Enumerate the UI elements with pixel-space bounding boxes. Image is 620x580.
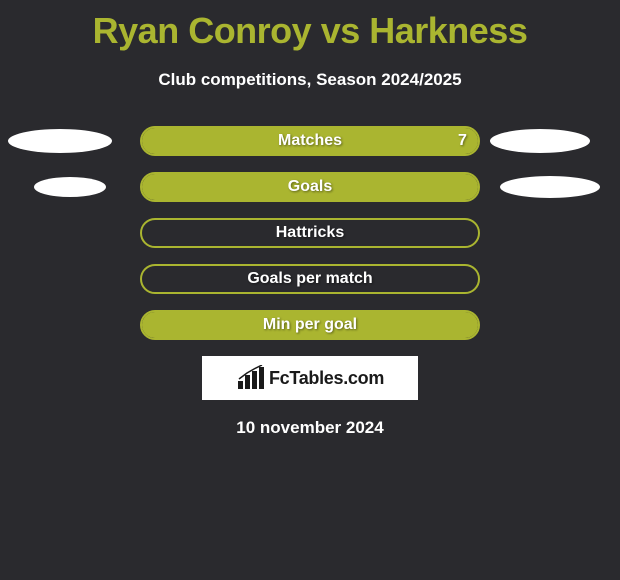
logo-box: FcTables.com xyxy=(202,356,418,400)
page-title: Ryan Conroy vs Harkness xyxy=(0,10,620,52)
bar-track xyxy=(140,264,480,294)
bar-fill xyxy=(142,128,478,154)
right-ellipse xyxy=(500,176,600,198)
stat-row: Goals xyxy=(0,172,620,202)
right-ellipse xyxy=(490,129,590,153)
stat-rows: Matches7 Goals Hattricks Goals per match Min… xyxy=(0,126,620,340)
logo: FcTables.com xyxy=(236,365,384,391)
bar-track xyxy=(140,310,480,340)
stat-row: Min per goal xyxy=(0,310,620,340)
stat-row: Matches7 xyxy=(0,126,620,156)
left-ellipse xyxy=(34,177,106,197)
left-ellipse xyxy=(8,129,112,153)
bar-track xyxy=(140,126,480,156)
bar-fill xyxy=(142,312,478,338)
bar-track xyxy=(140,218,480,248)
date-text: 10 november 2024 xyxy=(0,418,620,438)
logo-text: FcTables.com xyxy=(269,368,384,389)
subtitle: Club competitions, Season 2024/2025 xyxy=(0,70,620,90)
bar-track xyxy=(140,172,480,202)
stat-row: Hattricks xyxy=(0,218,620,248)
bars-icon xyxy=(236,365,266,391)
bar-fill xyxy=(142,174,478,200)
stat-row: Goals per match xyxy=(0,264,620,294)
